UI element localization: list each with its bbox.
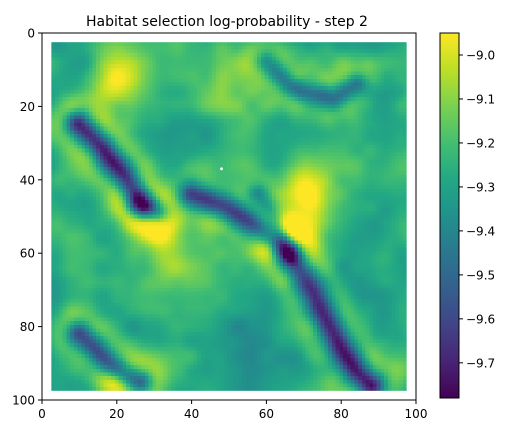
x-tick-label: 40 [184,407,199,421]
colorbar-tick-label: −9.1 [466,92,495,106]
heatmap-image [51,42,407,391]
colorbar-tick-label: −9.2 [466,136,495,150]
colorbar-tick-label: −9.7 [466,356,495,370]
colorbar-frame [439,32,460,399]
y-tick-label: 60 [20,247,35,261]
x-tick-label: 20 [109,407,124,421]
colorbar-tick-label: −9.0 [466,48,495,62]
colorbar-tick-label: −9.6 [466,312,495,326]
y-tick-label: 80 [20,320,35,334]
y-tick-label: 20 [20,100,35,114]
colorbar-tick-label: −9.4 [466,224,495,238]
y-tick-label: 40 [20,173,35,187]
x-tick-label: 80 [334,407,349,421]
x-tick-label: 60 [259,407,274,421]
colorbar-tick-label: −9.5 [466,268,495,282]
y-tick-label: 100 [12,394,35,408]
y-tick-label: 0 [27,27,35,41]
axes-frame [41,32,417,401]
plot-area [41,32,417,401]
colorbar-tick-label: −9.3 [466,180,495,194]
x-axis: 0 20 40 60 80 100 [38,400,427,421]
y-axis: 0 20 40 60 80 100 [12,27,42,408]
location-marker [220,167,223,171]
colorbar-ticks: −9.0 −9.1 −9.2 −9.3 −9.4 −9.5 −9.6 −9.7 [459,48,495,370]
x-tick-label: 0 [38,407,46,421]
chart-title: Habitat selection log-probability - step… [86,14,368,30]
colorbar-gradient [440,33,459,398]
colorbar: −9.0 −9.1 −9.2 −9.3 −9.4 −9.5 −9.6 −9.7 [439,32,495,399]
x-tick-label: 100 [405,407,428,421]
